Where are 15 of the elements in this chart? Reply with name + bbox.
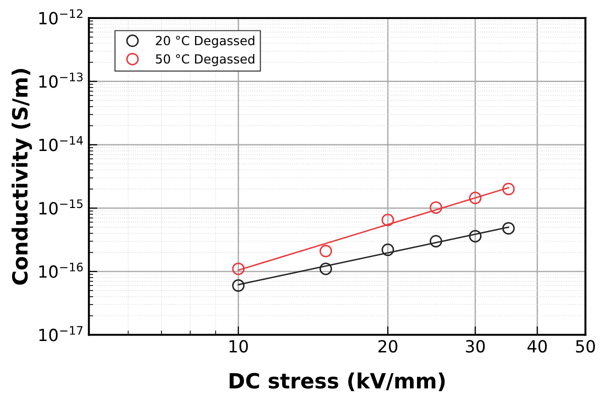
x-axis-title: DC stress (kV/mm) bbox=[230, 372, 445, 392]
y-tick-label: 10$^{−13}$ bbox=[39, 72, 83, 88]
x-tick-label: 20 bbox=[378, 340, 398, 353]
y-tick-label: 10$^{−16}$ bbox=[39, 262, 83, 278]
x-tick-label: 30 bbox=[466, 340, 485, 353]
x-tick-label: 40 bbox=[528, 340, 547, 353]
y-tick-label: 10$^{−15}$ bbox=[39, 199, 82, 215]
legend-label: 50 °C Degassed bbox=[156, 54, 254, 66]
y-tick-label: 10$^{−14}$ bbox=[39, 136, 83, 152]
x-tick-label: 10 bbox=[230, 340, 248, 353]
y-tick-label: 10$^{−17}$ bbox=[39, 326, 83, 342]
x-tick-label: 50 bbox=[576, 340, 595, 353]
legend-label: 20 °C Degassed bbox=[156, 36, 254, 48]
y-axis-title: Conductivity (S/m) bbox=[12, 68, 32, 285]
y-tick-label: 10$^{−12}$ bbox=[39, 9, 82, 24]
